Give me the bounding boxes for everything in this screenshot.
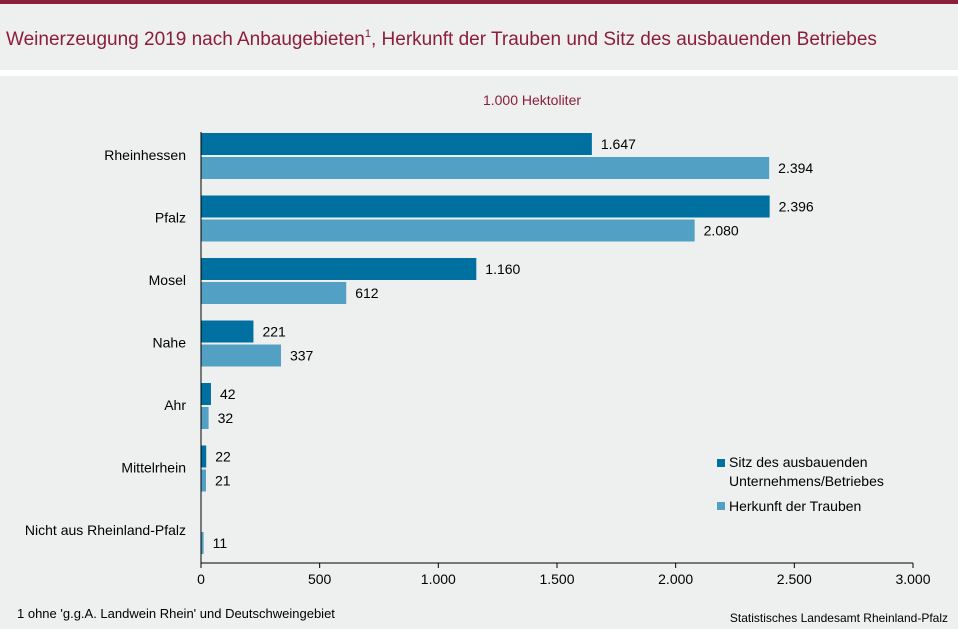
data-label: 22 bbox=[215, 449, 231, 465]
data-label: 612 bbox=[355, 285, 379, 301]
category-label: Nahe bbox=[153, 335, 187, 351]
bar-sitz bbox=[201, 258, 477, 280]
category-label: Mittelrhein bbox=[121, 460, 186, 476]
category-label: Rheinhessen bbox=[104, 147, 186, 163]
legend-label-herkunft: Herkunft der Trauben bbox=[729, 498, 861, 514]
bar-herkunft bbox=[201, 282, 347, 304]
title-footnote-mark: 1 bbox=[364, 28, 371, 40]
x-tick-label: 500 bbox=[308, 571, 332, 587]
x-tick-label: 2.000 bbox=[658, 571, 693, 587]
category-label: Pfalz bbox=[155, 210, 186, 226]
data-label: 42 bbox=[220, 386, 236, 402]
data-label: 2.080 bbox=[704, 223, 739, 239]
legend-label-sitz: Sitz des ausbauenden Unternehmens/Betrieb… bbox=[729, 454, 884, 489]
header-separator bbox=[0, 70, 958, 76]
x-tick-label: 2.500 bbox=[777, 571, 812, 587]
title-rest: , Herkunft der Trauben und Sitz des ausb… bbox=[370, 29, 877, 50]
bar-herkunft bbox=[201, 219, 695, 242]
x-tick-label: 1.500 bbox=[539, 571, 574, 587]
category-label: Ahr bbox=[164, 397, 186, 413]
data-label: 1.160 bbox=[485, 261, 520, 277]
bar-herkunft bbox=[201, 532, 204, 554]
bar-herkunft bbox=[201, 157, 770, 179]
legend-swatch-sitz bbox=[717, 459, 725, 467]
data-label: 2.394 bbox=[778, 160, 813, 176]
bar-sitz bbox=[201, 133, 592, 155]
category-label: Mosel bbox=[149, 272, 186, 288]
unit-label: 1.000 Hektoliter bbox=[483, 92, 581, 108]
data-label: 21 bbox=[215, 473, 231, 489]
source-credit: Statistisches Landesamt Rheinland-Pfalz bbox=[729, 611, 948, 625]
data-label: 32 bbox=[218, 410, 234, 426]
x-tick-label: 3.000 bbox=[895, 571, 930, 587]
category-label: Nicht aus Rheinland-Pfalz bbox=[25, 522, 186, 538]
bar-sitz bbox=[201, 445, 207, 468]
bar-sitz bbox=[201, 195, 770, 218]
legend-swatch-herkunft bbox=[717, 502, 725, 510]
data-label: 1.647 bbox=[601, 136, 636, 152]
chart-header: Weinerzeugung 2019 nach Anbaugebieten1, … bbox=[0, 4, 958, 70]
x-tick-label: 0 bbox=[197, 571, 205, 587]
bar-sitz bbox=[201, 383, 211, 405]
x-tick-label: 1.000 bbox=[421, 571, 456, 587]
title-main: Weinerzeugung 2019 nach Anbaugebieten bbox=[6, 29, 365, 50]
top-accent-bar bbox=[0, 0, 958, 4]
chart-title: Weinerzeugung 2019 nach Anbaugebieten1, … bbox=[6, 28, 877, 51]
bar-herkunft bbox=[201, 469, 206, 492]
footnote: 1 ohne 'g.g.A. Landwein Rhein' und Deuts… bbox=[17, 606, 335, 621]
bar-herkunft bbox=[201, 407, 209, 429]
bar-herkunft bbox=[201, 344, 281, 367]
data-label: 221 bbox=[262, 324, 286, 340]
bar-sitz bbox=[201, 320, 254, 343]
data-label: 11 bbox=[213, 535, 228, 551]
data-label: 2.396 bbox=[779, 199, 814, 215]
data-label: 337 bbox=[290, 348, 314, 364]
